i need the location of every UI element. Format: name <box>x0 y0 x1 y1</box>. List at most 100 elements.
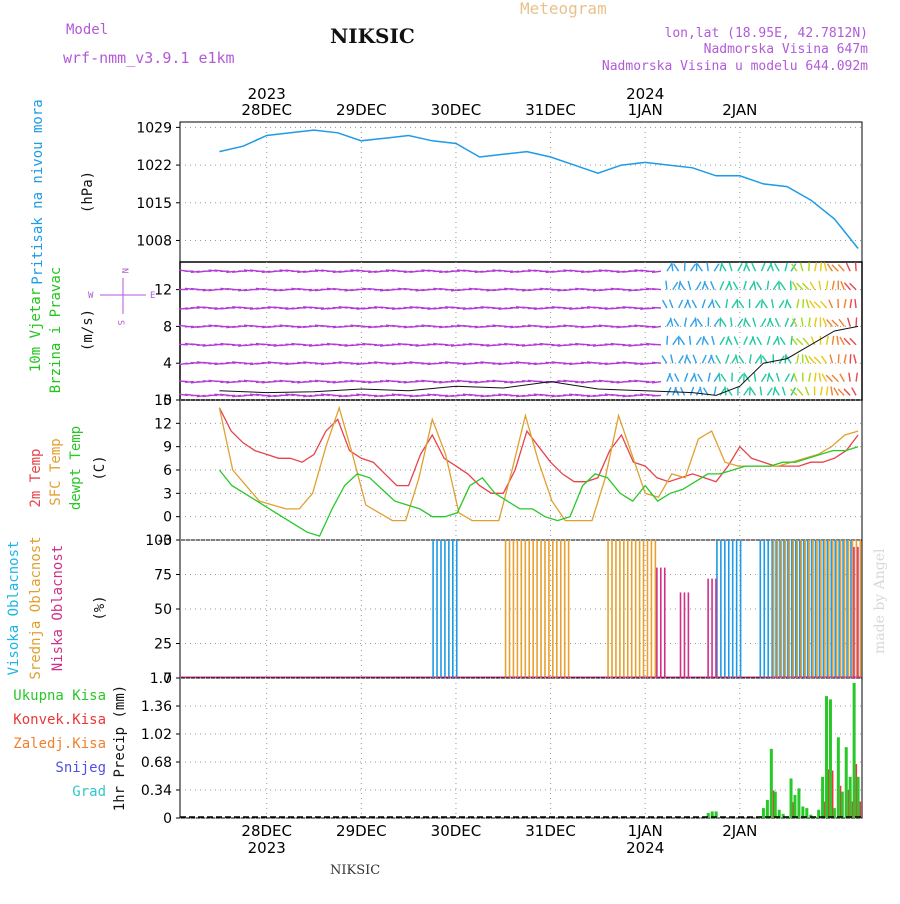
wind-barb <box>599 345 608 346</box>
tick-label: 3 <box>163 486 172 502</box>
cloud-bar <box>619 540 621 678</box>
wind-barb <box>285 381 294 382</box>
precip-legend: Ukupna KisaKonvek.KisaZaledj.KisaSnijegG… <box>13 688 106 800</box>
cloud-bar <box>860 540 862 678</box>
wind-barb <box>823 318 826 326</box>
wind-barb <box>680 282 685 290</box>
wind-barb <box>821 262 822 271</box>
model-elevation: Nadmorska Visina u modelu 644.092m <box>602 59 868 74</box>
wind-barb <box>829 300 833 308</box>
wind-barb <box>486 363 495 364</box>
wind-barb <box>674 264 679 271</box>
wind-barb <box>852 388 856 396</box>
wind-barb <box>697 264 702 271</box>
cloud-bar <box>680 592 682 678</box>
temp-2m-line <box>219 408 858 494</box>
precip-bar <box>825 696 828 818</box>
wind-barb <box>809 317 810 326</box>
elevation: Nadmorska Visina 647m <box>704 42 869 57</box>
cloud-bar <box>732 540 734 678</box>
wind-barb <box>826 375 832 381</box>
wind-barb <box>726 299 727 308</box>
cloud-bar <box>789 540 791 678</box>
wind-barb <box>805 387 808 395</box>
wind-barb <box>720 337 724 345</box>
cloud-bar <box>615 540 617 678</box>
product-title: Meteogram <box>520 0 607 18</box>
cloud-bar <box>728 540 730 678</box>
wind-barb <box>675 374 679 382</box>
wind-barb <box>687 300 690 308</box>
precip-bar <box>774 792 777 818</box>
wind-barb <box>832 320 838 326</box>
tick-label: 100 <box>145 533 172 549</box>
wind-barb <box>686 355 690 363</box>
wind-barb <box>840 374 844 382</box>
wind-barb <box>779 300 784 308</box>
wind-barb <box>321 381 330 382</box>
cloud-bar <box>815 540 817 678</box>
cloud-bar <box>777 540 779 678</box>
wind-barb <box>803 283 809 289</box>
wind-barb <box>733 282 737 290</box>
cloud-bar <box>631 540 633 678</box>
wind-barb <box>720 388 725 396</box>
top-day-label: 1JAN <box>628 101 663 119</box>
tick-label: 1.02 <box>141 727 172 743</box>
cloud-bar <box>623 540 625 678</box>
wind-barb <box>752 263 756 271</box>
wind-barb <box>679 355 684 363</box>
wind-barb <box>339 382 348 383</box>
cloud-bar <box>838 540 840 678</box>
cloud-ylabel-low: Niska Oblacnost <box>50 545 66 671</box>
cloud-bar <box>556 540 558 678</box>
wind-barb <box>250 381 259 382</box>
bottom-day-label: 29DEC <box>336 822 387 840</box>
cloud-bar <box>552 540 554 678</box>
wind-barb <box>415 363 424 364</box>
cloud-bar <box>524 540 526 678</box>
top-day-label: 28DEC <box>241 101 292 119</box>
precip-bar <box>770 749 773 818</box>
wind-barb <box>809 373 811 382</box>
wind-barb <box>753 318 756 327</box>
wind-barb <box>827 281 828 290</box>
wind-barb <box>692 300 696 308</box>
precip-bar <box>837 737 840 818</box>
cloud-bar <box>807 540 809 678</box>
cloud-bar <box>853 547 855 678</box>
cloud-bar <box>509 540 511 678</box>
wind-barb <box>670 300 673 308</box>
cloud-bar <box>820 540 822 678</box>
cloud-bar <box>785 540 787 678</box>
wind-barb <box>711 355 714 363</box>
wind-barb <box>837 336 838 345</box>
cloud-bar <box>740 540 742 678</box>
wind-barb <box>785 374 789 382</box>
wind-barb <box>846 263 850 271</box>
wind-barb <box>838 264 844 271</box>
wind-barb <box>824 262 826 271</box>
pressure-unit: (hPa) <box>80 171 96 213</box>
wind-barb <box>775 318 779 326</box>
top-day-label: 29DEC <box>336 101 387 119</box>
tick-label: 50 <box>154 602 172 618</box>
cloud-bar <box>660 568 662 678</box>
wind-barb <box>681 387 685 395</box>
precip-legend-item: Grad <box>72 784 106 800</box>
cloud-bar <box>536 540 538 678</box>
wind-barb <box>806 299 808 308</box>
wind-barb <box>540 363 549 364</box>
cloud-bar <box>827 540 829 678</box>
tick-label: 8 <box>163 319 172 335</box>
cloud-bar <box>452 540 454 678</box>
wind-barb <box>504 363 513 364</box>
station-title: NIKSIC <box>330 24 415 48</box>
wind-barb <box>783 387 786 396</box>
cloud-bar <box>505 540 507 678</box>
top-day-label: 30DEC <box>431 101 482 119</box>
temp-ylabel-2m: 2m Temp <box>28 448 44 507</box>
wind-barb <box>844 338 850 345</box>
